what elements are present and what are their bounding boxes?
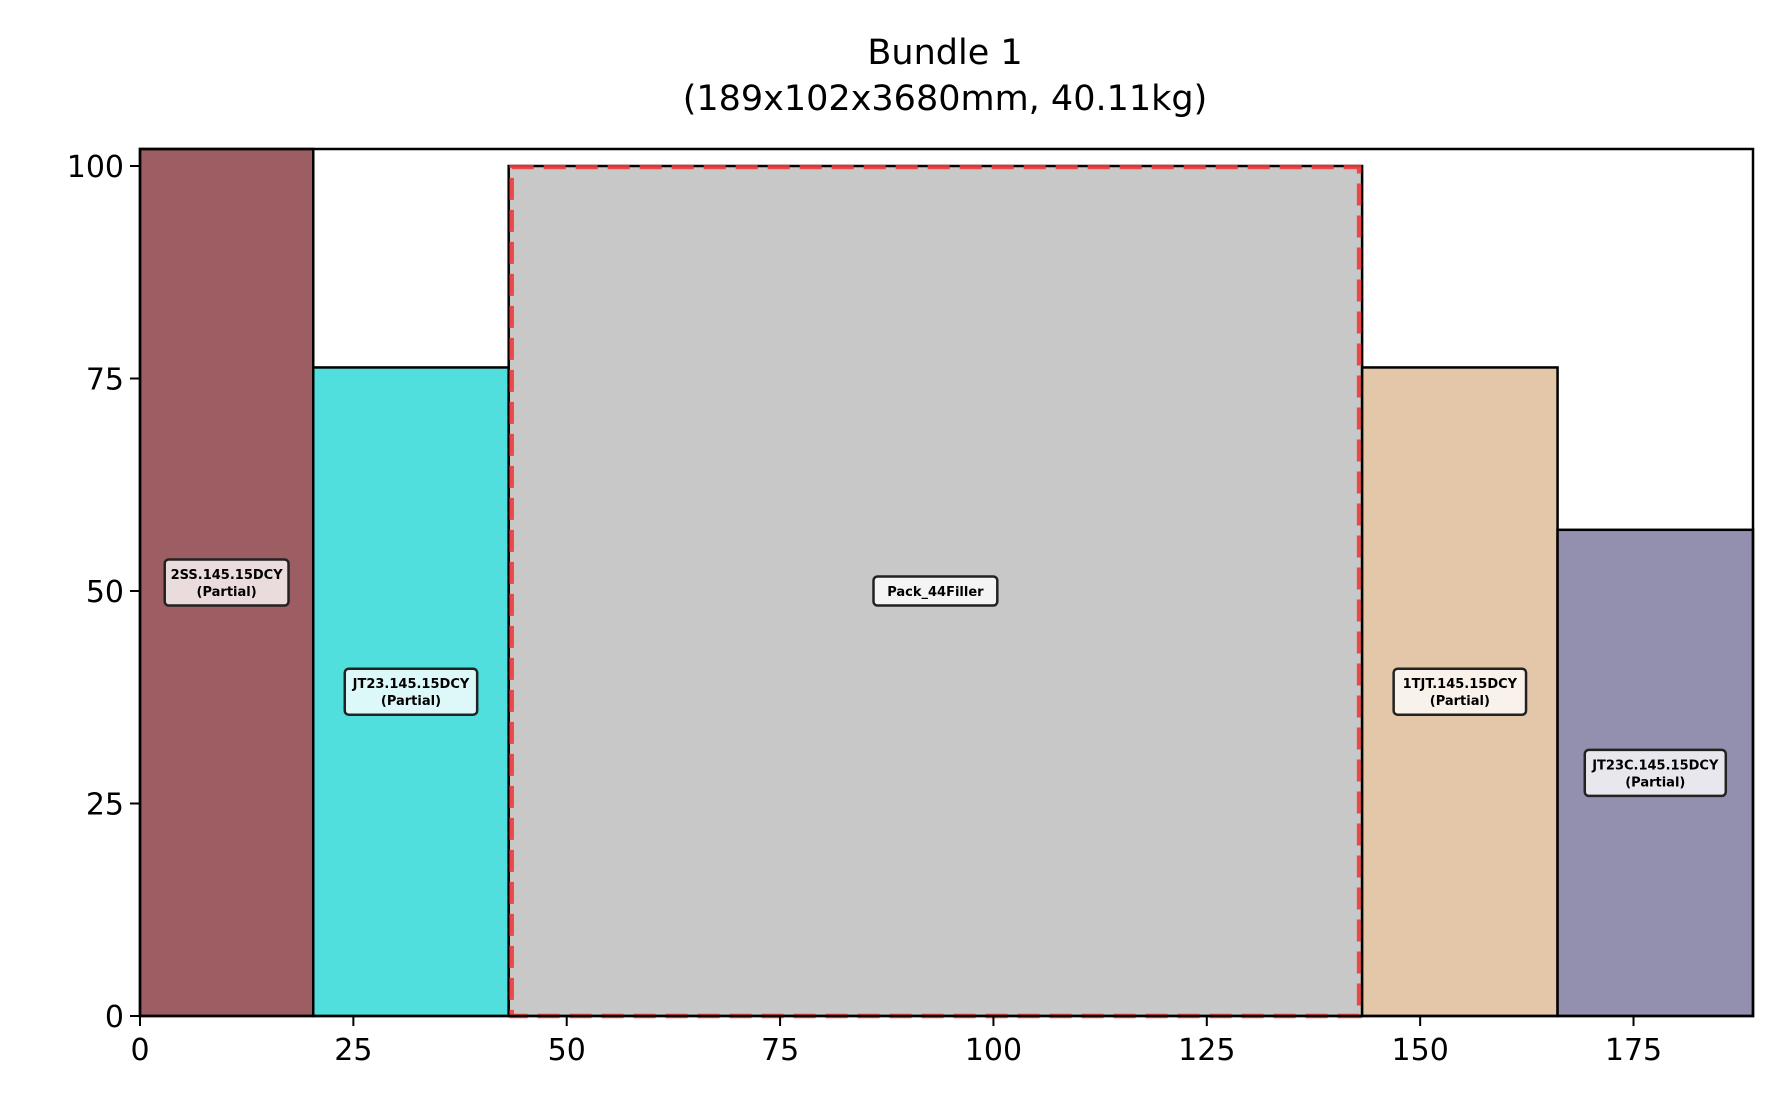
x-tick-label-150: 150: [1392, 1033, 1449, 1068]
box-1-label-bg: [343, 667, 479, 716]
y-tick-label-75: 75: [86, 363, 124, 398]
box-2-name-label: Pack_44Filler: [887, 585, 984, 600]
x-tick-label-75: 75: [761, 1033, 799, 1068]
box-4-label-bg: [1583, 748, 1728, 798]
x-axis: 0 25 50 75 100 125 150 175: [130, 1016, 1662, 1068]
x-tick-label-0: 0: [130, 1033, 149, 1068]
labels-layer: 2SS.145.15DCY (Partial) JT23.145.15DCY (Par…: [163, 558, 1728, 798]
box-3-name-label: 1TJT.145.15DCY: [1403, 677, 1518, 692]
box-2-label-bg: [872, 575, 999, 607]
box-1-name-label: JT23.145.15DCY: [352, 677, 470, 692]
x-tick-label-175: 175: [1605, 1033, 1662, 1068]
plot-frame: [138, 147, 1755, 1018]
y-axis: 0 25 50 75 100: [67, 150, 140, 1035]
x-tick-label-125: 125: [1178, 1033, 1235, 1068]
box-0-name-label: 2SS.145.15DCY: [171, 568, 284, 583]
box-3-label-bg: [1392, 667, 1528, 716]
box-0-label-bg: [163, 558, 290, 607]
box-4-note-label: (Partial): [1625, 775, 1685, 790]
x-tick-label-25: 25: [334, 1033, 372, 1068]
box-4-name-label: JT23C.145.15DCY: [1591, 758, 1719, 773]
x-tick-label-50: 50: [548, 1033, 586, 1068]
x-tick-label-100: 100: [965, 1033, 1022, 1068]
y-tick-label-25: 25: [86, 788, 124, 823]
box-1-note-label: (Partial): [381, 694, 441, 709]
box-3-note-label: (Partial): [1430, 694, 1490, 709]
chart-title: Bundle 1: [867, 33, 1022, 73]
box-0-note-label: (Partial): [197, 585, 257, 600]
y-tick-label-50: 50: [86, 575, 124, 610]
y-tick-label-0: 0: [105, 1000, 124, 1035]
chart-subtitle: (189x102x3680mm, 40.11kg): [683, 79, 1208, 119]
y-tick-label-100: 100: [67, 150, 124, 185]
